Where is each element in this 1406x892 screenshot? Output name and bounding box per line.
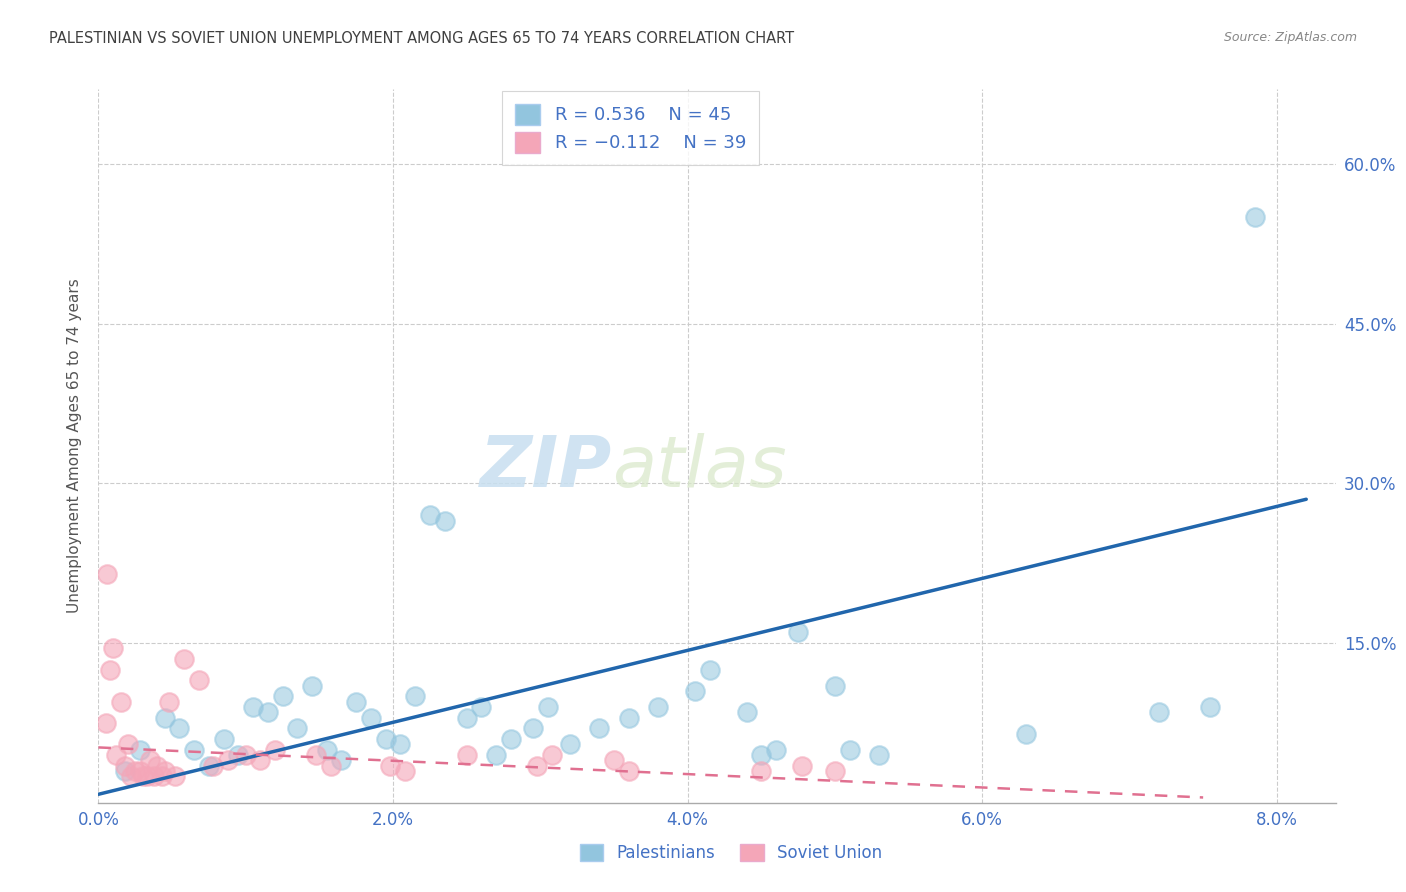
- Point: [105, 747, 128, 762]
- Point: [114, 758, 136, 772]
- Point: [499, 731, 522, 746]
- Point: [96, 566, 118, 581]
- Point: [128, 742, 150, 756]
- Point: [541, 747, 564, 762]
- Point: [1147, 706, 1170, 720]
- Point: [212, 731, 235, 746]
- Point: [588, 721, 610, 735]
- Point: [1015, 726, 1038, 740]
- Point: [603, 753, 626, 767]
- Point: [419, 508, 441, 523]
- Point: [285, 721, 308, 735]
- Point: [94, 715, 117, 730]
- Point: [150, 769, 173, 783]
- Point: [183, 742, 205, 756]
- Point: [537, 700, 560, 714]
- Text: PALESTINIAN VS SOVIET UNION UNEMPLOYMENT AMONG AGES 65 TO 74 YEARS CORRELATION C: PALESTINIAN VS SOVIET UNION UNEMPLOYMENT…: [49, 31, 794, 46]
- Point: [485, 747, 508, 762]
- Point: [315, 742, 337, 756]
- Point: [868, 747, 890, 762]
- Point: [1243, 210, 1265, 224]
- Legend: Palestinians, Soviet Union: Palestinians, Soviet Union: [572, 836, 890, 871]
- Point: [394, 764, 416, 778]
- Point: [792, 758, 814, 772]
- Point: [235, 747, 257, 762]
- Text: ZIP: ZIP: [479, 433, 612, 502]
- Point: [228, 747, 250, 762]
- Point: [264, 742, 287, 756]
- Point: [143, 769, 166, 783]
- Point: [146, 758, 169, 772]
- Point: [824, 764, 846, 778]
- Point: [117, 737, 139, 751]
- Point: [433, 514, 456, 528]
- Point: [305, 747, 328, 762]
- Y-axis label: Unemployment Among Ages 65 to 74 years: Unemployment Among Ages 65 to 74 years: [67, 278, 83, 614]
- Point: [242, 700, 264, 714]
- Point: [139, 753, 162, 767]
- Point: [169, 721, 191, 735]
- Point: [683, 684, 706, 698]
- Point: [378, 758, 401, 772]
- Point: [110, 695, 132, 709]
- Point: [470, 700, 492, 714]
- Point: [749, 764, 772, 778]
- Point: [647, 700, 669, 714]
- Point: [558, 737, 581, 751]
- Point: [456, 747, 478, 762]
- Point: [101, 641, 124, 656]
- Point: [131, 769, 153, 783]
- Point: [271, 690, 294, 704]
- Point: [202, 758, 225, 772]
- Text: Source: ZipAtlas.com: Source: ZipAtlas.com: [1223, 31, 1357, 45]
- Point: [617, 764, 640, 778]
- Point: [256, 706, 278, 720]
- Point: [173, 652, 195, 666]
- Point: [456, 710, 478, 724]
- Point: [217, 753, 239, 767]
- Point: [838, 742, 860, 756]
- Point: [157, 695, 180, 709]
- Point: [128, 764, 150, 778]
- Point: [330, 753, 353, 767]
- Point: [749, 747, 772, 762]
- Point: [765, 742, 787, 756]
- Point: [699, 663, 721, 677]
- Text: atlas: atlas: [612, 433, 786, 502]
- Point: [198, 758, 221, 772]
- Point: [249, 753, 271, 767]
- Point: [120, 769, 142, 783]
- Point: [526, 758, 548, 772]
- Point: [787, 625, 810, 640]
- Point: [187, 673, 209, 688]
- Point: [404, 690, 426, 704]
- Point: [360, 710, 382, 724]
- Point: [153, 710, 176, 724]
- Point: [617, 710, 640, 724]
- Point: [735, 706, 758, 720]
- Point: [136, 769, 159, 783]
- Point: [1199, 700, 1222, 714]
- Point: [153, 764, 176, 778]
- Point: [344, 695, 367, 709]
- Legend: R = 0.536    N = 45, R = −0.112    N = 39: R = 0.536 N = 45, R = −0.112 N = 39: [502, 91, 759, 165]
- Point: [163, 769, 186, 783]
- Point: [124, 764, 146, 778]
- Point: [389, 737, 412, 751]
- Point: [522, 721, 544, 735]
- Point: [824, 679, 846, 693]
- Point: [98, 663, 121, 677]
- Point: [321, 758, 343, 772]
- Point: [301, 679, 323, 693]
- Point: [374, 731, 396, 746]
- Point: [114, 764, 136, 778]
